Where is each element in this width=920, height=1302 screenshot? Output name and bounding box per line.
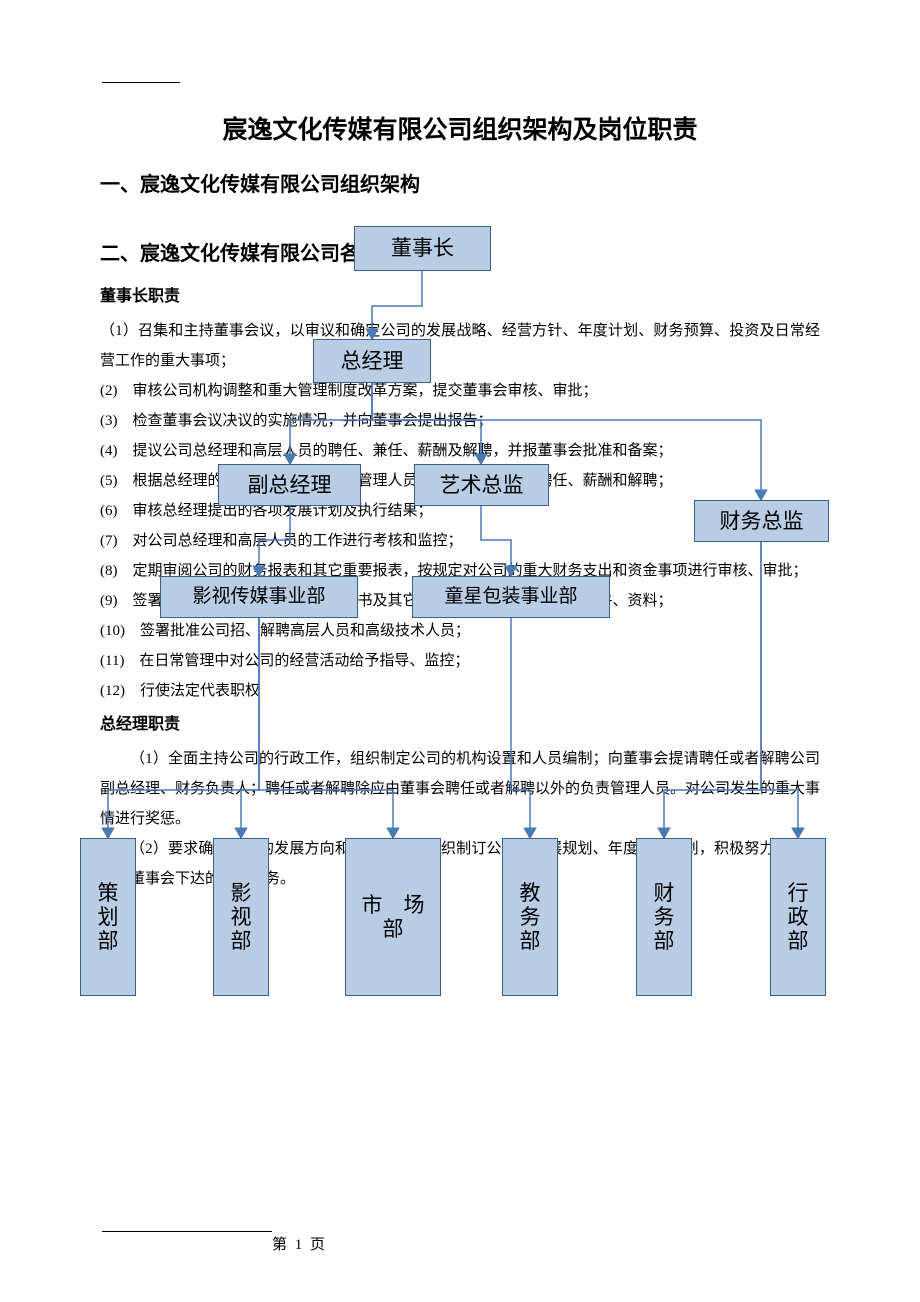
- chair-item-6: (6) 审核总经理提出的各项发展计划及执行结果；: [100, 496, 820, 526]
- chair-item-5: (5) 根据总经理的提议，审核公司中层管理人员和高级技术人员的聘任、薪酬和解聘；: [100, 466, 820, 496]
- chair-item-3: (3) 检查董事会议决议的实施情况，并向董事会提出报告；: [100, 406, 820, 436]
- section-1-heading: 一、宸逸文化传媒有限公司组织架构: [100, 168, 820, 197]
- chairman-duties-heading: 董事长职责: [100, 282, 820, 306]
- chair-item-8: (8) 定期审阅公司的财务报表和其它重要报表，按规定对公司的重大财务支出和资金事…: [100, 556, 820, 586]
- chair-item-10: (10) 签署批准公司招、解聘高层人员和高级技术人员；: [100, 616, 820, 646]
- gm-item-2: （2）要求确定公司的发展方向和管理目标，组织制订公司的发展规划、年度工作计划，积…: [100, 834, 820, 894]
- gm-duties-heading: 总经理职责: [100, 710, 820, 734]
- gm-item-1: （1）全面主持公司的行政工作，组织制定公司的机构设置和人员编制；向董事会提请聘任…: [100, 744, 820, 834]
- page-number: 第 1 页: [272, 1233, 327, 1254]
- chair-item-7: (7) 对公司总经理和高层人员的工作进行考核和监控；: [100, 526, 820, 556]
- chair-item-9: (9) 签署公司的出资证明书、投资合同书及其它重大合同书、报表与重要文件、资料；: [100, 586, 820, 616]
- chair-item-1: （1）召集和主持董事会议，以审议和确定公司的发展战略、经营方针、年度计划、财务预…: [100, 316, 820, 376]
- footer-rule: [102, 1231, 272, 1232]
- chair-item-2: (2) 审核公司机构调整和重大管理制度改革方案，提交董事会审核、审批；: [100, 376, 820, 406]
- section-2-heading: 二、宸逸文化传媒有限公司各部门岗位职责: [100, 237, 820, 266]
- chair-item-12: (12) 行使法定代表职权: [100, 676, 820, 706]
- header-rule: [102, 82, 180, 83]
- chair-item-11: (11) 在日常管理中对公司的经营活动给予指导、监控；: [100, 646, 820, 676]
- document-title: 宸逸文化传媒有限公司组织架构及岗位职责: [100, 110, 820, 146]
- document-page: 宸逸文化传媒有限公司组织架构及岗位职责 一、宸逸文化传媒有限公司组织架构 二、宸…: [0, 0, 920, 1302]
- chair-item-4: (4) 提议公司总经理和高层人员的聘任、兼任、薪酬及解聘，并报董事会批准和备案；: [100, 436, 820, 466]
